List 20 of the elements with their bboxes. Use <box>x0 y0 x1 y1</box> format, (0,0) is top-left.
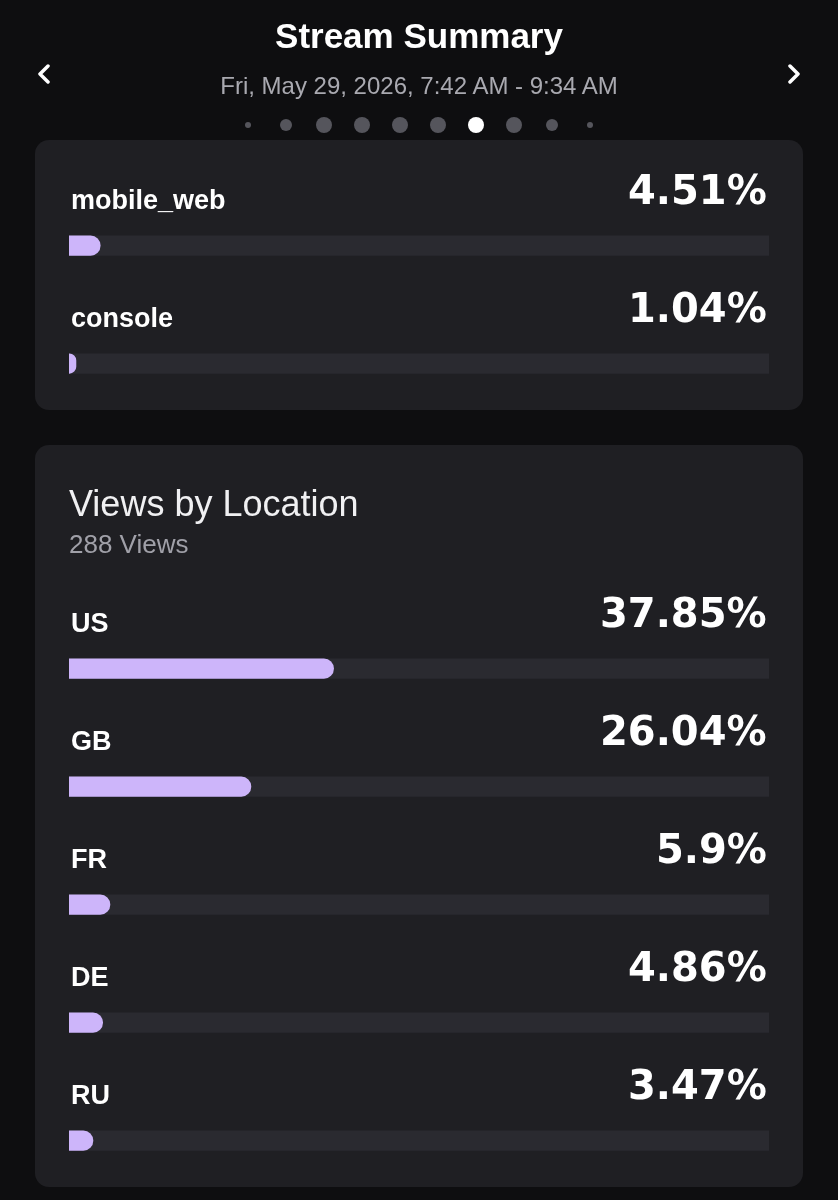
category-label: console <box>71 303 174 333</box>
category-label: DE <box>71 962 109 992</box>
category-label: mobile_web <box>71 185 226 215</box>
data-label: 5.9% <box>656 826 767 872</box>
chart-subtitle: Fri, May 29, 2026, 7:42 AM - 9:34 AM <box>219 72 619 100</box>
category-label: RU <box>71 1080 110 1110</box>
category-label: GB <box>71 726 112 756</box>
bar <box>69 894 111 915</box>
chart-title: Views by Location <box>69 483 359 525</box>
bar <box>69 1012 104 1033</box>
data-label: 3.47% <box>628 1062 767 1108</box>
chart-title: Stream Summary <box>274 16 564 56</box>
category-label: FR <box>71 844 107 874</box>
data-label: 4.86% <box>628 944 767 990</box>
data-label: 26.04% <box>600 708 767 754</box>
data-label: 4.51% <box>628 167 767 213</box>
category-label: US <box>71 608 109 638</box>
chart-subtitle: 288 Views <box>69 529 189 560</box>
data-label: 37.85% <box>600 590 767 636</box>
data-label: 1.04% <box>628 285 767 331</box>
